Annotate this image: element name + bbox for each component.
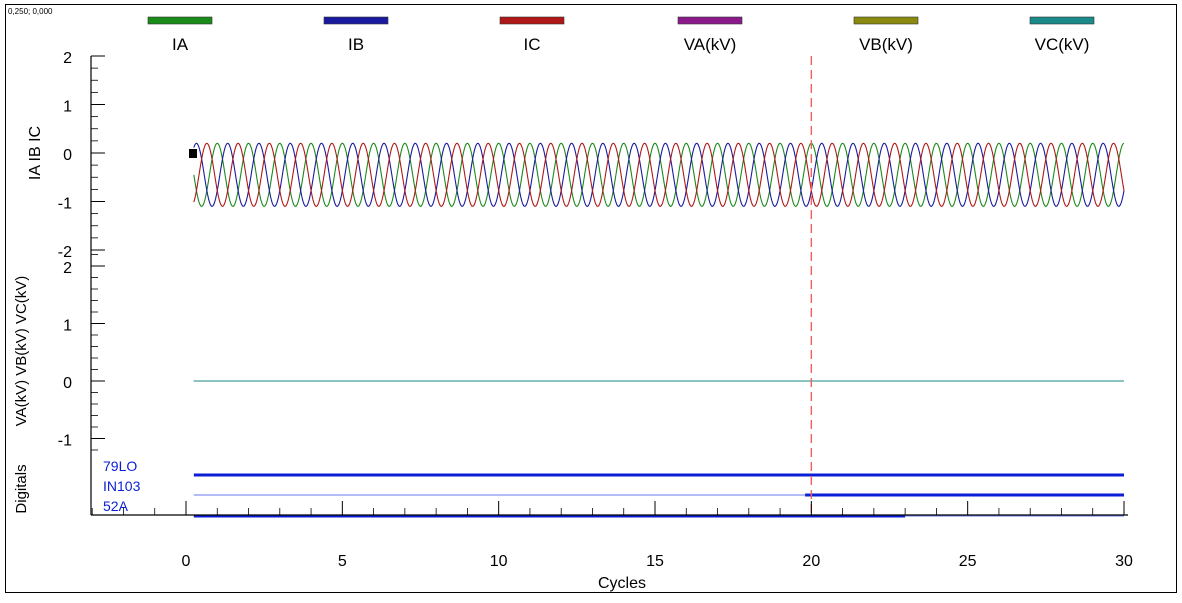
legend-label: VB(kV) bbox=[859, 35, 913, 54]
y-tick-label: -1 bbox=[58, 196, 72, 213]
legend-label: IC bbox=[524, 35, 541, 54]
legend-label: IB bbox=[348, 35, 364, 54]
trigger-marker bbox=[189, 149, 197, 158]
legend: IA IB IC VA(kV) VB(kV) VC(kV) bbox=[147, 16, 1095, 54]
x-axis: 0 5 10 15 20 25 30 bbox=[91, 501, 1133, 570]
cursor-readout: 0,250; 0,000 bbox=[8, 7, 53, 16]
y-tick-label: 2 bbox=[63, 260, 72, 277]
legend-swatch bbox=[677, 16, 743, 25]
x-tick-label: 5 bbox=[338, 553, 347, 570]
y-tick-label: -2 bbox=[58, 244, 72, 261]
y-tick-label: 1 bbox=[63, 99, 72, 116]
series-line-ia bbox=[193, 142, 1125, 207]
y-tick-label: -1 bbox=[58, 433, 72, 450]
y-axis-label-voltages: VA(kV) VB(kV) VC(kV) bbox=[13, 276, 30, 427]
y-tick-label: 2 bbox=[63, 50, 72, 67]
legend-label: VC(kV) bbox=[1035, 35, 1090, 54]
x-tick-label: 20 bbox=[802, 553, 820, 570]
digital-channel-label: IN103 bbox=[103, 478, 141, 494]
y-tick-label: 0 bbox=[63, 147, 72, 164]
x-tick-label: 30 bbox=[1115, 553, 1133, 570]
x-tick-label: 10 bbox=[490, 553, 508, 570]
x-tick-label: 25 bbox=[959, 553, 977, 570]
digital-channel-label: 79LO bbox=[103, 458, 137, 474]
legend-swatch bbox=[853, 16, 919, 25]
plot-area: 79LO IN103 52A bbox=[103, 56, 1125, 518]
legend-swatch bbox=[147, 16, 213, 25]
chart-frame bbox=[5, 4, 1177, 593]
y-axis-label-digitals: Digitals bbox=[13, 464, 30, 513]
y-axis-label-currents: IA IB IC bbox=[27, 126, 44, 180]
x-axis-label: Cycles bbox=[598, 575, 646, 592]
y-axes: 2 1 0 -1 -2 IA IB IC 2 1 0 -1 VA(kV) VB(kV) VC(kV)… bbox=[13, 50, 105, 515]
series-line-ic bbox=[193, 142, 1125, 207]
legend-swatch bbox=[323, 16, 389, 25]
y-tick-label: 1 bbox=[63, 318, 72, 335]
legend-label: VA(kV) bbox=[684, 35, 737, 54]
legend-swatch bbox=[1029, 16, 1095, 25]
digital-channel-label: 52A bbox=[103, 498, 129, 514]
legend-label: IA bbox=[172, 35, 189, 54]
y-tick-label: 0 bbox=[63, 375, 72, 392]
legend-swatch bbox=[499, 16, 565, 25]
x-tick-label: 15 bbox=[646, 553, 664, 570]
x-tick-label: 0 bbox=[182, 553, 191, 570]
series-line-ib bbox=[193, 142, 1125, 207]
